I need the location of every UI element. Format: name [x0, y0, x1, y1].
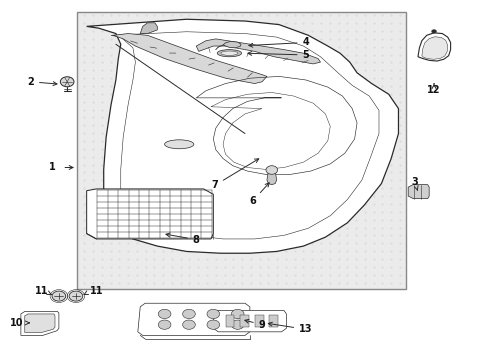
Text: 12: 12 [427, 85, 441, 95]
Bar [225, 315, 234, 327]
Polygon shape [87, 189, 213, 239]
Polygon shape [114, 33, 267, 84]
Ellipse shape [217, 50, 242, 57]
Text: 9: 9 [245, 319, 266, 330]
Polygon shape [267, 167, 277, 185]
Polygon shape [21, 311, 59, 336]
Circle shape [231, 320, 244, 329]
Text: 7: 7 [211, 159, 259, 190]
Circle shape [60, 77, 74, 87]
Circle shape [52, 291, 66, 301]
Bar [255, 315, 264, 327]
Text: 11: 11 [90, 286, 103, 296]
Circle shape [266, 166, 278, 174]
Circle shape [267, 141, 277, 148]
Ellipse shape [165, 140, 194, 149]
Text: 4: 4 [249, 37, 309, 48]
Circle shape [69, 291, 83, 301]
Circle shape [253, 131, 290, 158]
Polygon shape [418, 33, 451, 61]
Polygon shape [140, 23, 157, 33]
Circle shape [231, 309, 244, 319]
Polygon shape [138, 303, 250, 336]
Polygon shape [213, 310, 287, 332]
Text: 10: 10 [10, 318, 24, 328]
Polygon shape [422, 37, 448, 59]
Circle shape [158, 320, 171, 329]
Text: 8: 8 [166, 233, 200, 245]
Circle shape [207, 309, 220, 319]
Polygon shape [87, 19, 398, 253]
Circle shape [261, 136, 283, 152]
Bar [270, 315, 278, 327]
Text: 3: 3 [411, 177, 418, 187]
Circle shape [432, 30, 437, 33]
Text: 5: 5 [248, 50, 309, 60]
Circle shape [183, 309, 196, 319]
Text: 6: 6 [249, 183, 269, 206]
Text: 1: 1 [49, 162, 56, 172]
Ellipse shape [221, 51, 238, 55]
Polygon shape [196, 39, 320, 64]
Bar [77, 12, 406, 289]
Circle shape [245, 125, 298, 164]
Polygon shape [408, 185, 429, 199]
Circle shape [158, 309, 171, 319]
Text: 13: 13 [269, 322, 313, 334]
Polygon shape [25, 314, 55, 333]
Bar [240, 315, 249, 327]
Circle shape [207, 320, 220, 329]
Text: 2: 2 [27, 77, 57, 87]
Text: 11: 11 [35, 286, 48, 296]
Circle shape [183, 320, 196, 329]
Polygon shape [223, 41, 241, 48]
